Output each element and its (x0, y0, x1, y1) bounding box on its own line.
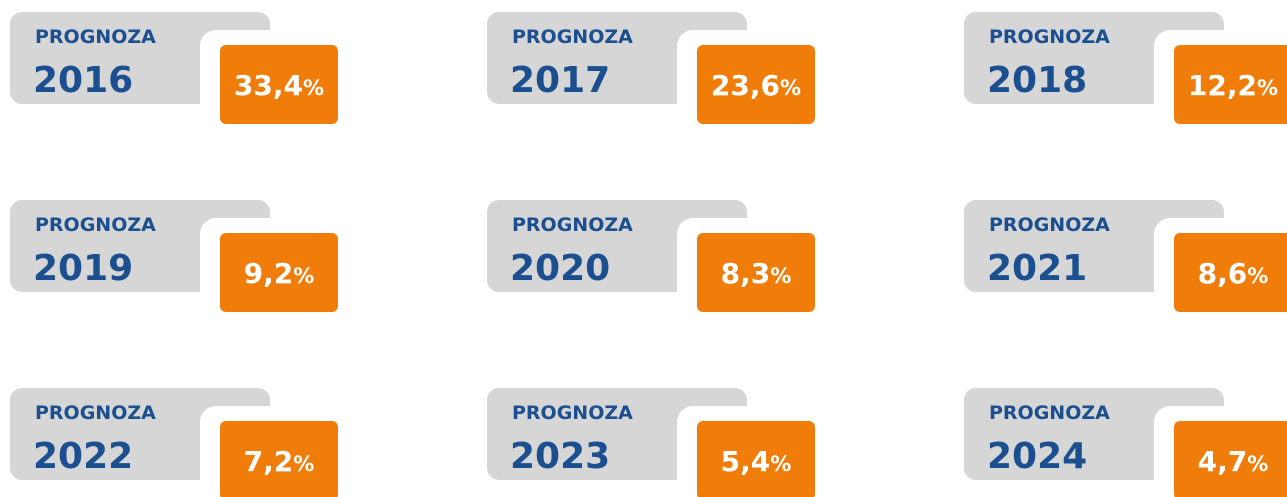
value-number: 8,6 (1198, 257, 1248, 290)
value-number: 7,2 (244, 445, 294, 478)
value-number: 33,4 (234, 69, 303, 102)
value-badge (697, 233, 815, 312)
card-year: 2018 (987, 60, 1087, 101)
value-badge (1174, 45, 1287, 124)
card-label: PROGNOZA (989, 402, 1110, 424)
value-unit: % (1247, 452, 1268, 476)
forecast-card: PROGNOZA 2019 9,2% (10, 200, 360, 328)
value-number: 12,2 (1188, 69, 1257, 102)
forecast-card: PROGNOZA 2024 4,7% (964, 388, 1287, 497)
card-label: PROGNOZA (989, 214, 1110, 236)
value-badge (697, 45, 815, 124)
value-number: 5,4 (721, 445, 771, 478)
forecast-card: PROGNOZA 2017 23,6% (487, 12, 837, 140)
card-label: PROGNOZA (35, 402, 156, 424)
value-number: 23,6 (711, 69, 780, 102)
card-value: 7,2% (244, 445, 315, 478)
card-year: 2020 (510, 248, 610, 289)
value-badge (220, 421, 338, 497)
value-unit: % (303, 76, 324, 100)
card-year: 2021 (987, 248, 1087, 289)
card-year: 2023 (510, 436, 610, 477)
value-badge (220, 45, 338, 124)
card-value: 8,3% (721, 257, 792, 290)
value-unit: % (293, 264, 314, 288)
value-badge (1174, 233, 1287, 312)
card-label: PROGNOZA (35, 26, 156, 48)
card-value: 9,2% (244, 257, 315, 290)
card-label: PROGNOZA (512, 214, 633, 236)
value-unit: % (770, 452, 791, 476)
value-unit: % (770, 264, 791, 288)
forecast-card: PROGNOZA 2018 12,2% (964, 12, 1287, 140)
value-badge (697, 421, 815, 497)
card-value: 12,2% (1188, 69, 1278, 102)
card-year: 2016 (33, 60, 133, 101)
value-badge (1174, 421, 1287, 497)
value-number: 8,3 (721, 257, 771, 290)
value-number: 9,2 (244, 257, 294, 290)
card-value: 4,7% (1198, 445, 1269, 478)
forecast-card: PROGNOZA 2022 7,2% (10, 388, 360, 497)
card-year: 2017 (510, 60, 610, 101)
value-unit: % (293, 452, 314, 476)
card-label: PROGNOZA (512, 26, 633, 48)
card-value: 23,6% (711, 69, 801, 102)
forecast-card: PROGNOZA 2020 8,3% (487, 200, 837, 328)
card-year: 2022 (33, 436, 133, 477)
card-year: 2019 (33, 248, 133, 289)
card-value: 8,6% (1198, 257, 1269, 290)
forecast-card: PROGNOZA 2016 33,4% (10, 12, 360, 140)
value-unit: % (1257, 76, 1278, 100)
value-badge (220, 233, 338, 312)
forecast-card: PROGNOZA 2023 5,4% (487, 388, 837, 497)
card-value: 5,4% (721, 445, 792, 478)
forecast-card: PROGNOZA 2021 8,6% (964, 200, 1287, 328)
value-number: 4,7 (1198, 445, 1248, 478)
card-year: 2024 (987, 436, 1087, 477)
value-unit: % (780, 76, 801, 100)
card-value: 33,4% (234, 69, 324, 102)
card-label: PROGNOZA (989, 26, 1110, 48)
value-unit: % (1247, 264, 1268, 288)
card-label: PROGNOZA (35, 214, 156, 236)
card-label: PROGNOZA (512, 402, 633, 424)
